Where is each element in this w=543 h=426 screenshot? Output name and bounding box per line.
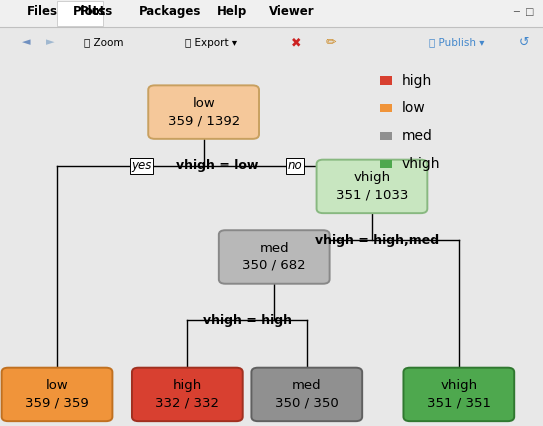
FancyBboxPatch shape — [380, 160, 392, 168]
FancyBboxPatch shape — [219, 230, 330, 284]
Text: vhigh
351 / 1033: vhigh 351 / 1033 — [336, 171, 408, 201]
Text: high: high — [402, 74, 432, 87]
Text: low
359 / 1392: low 359 / 1392 — [167, 97, 240, 127]
Text: vhigh
351 / 351: vhigh 351 / 351 — [427, 380, 491, 409]
FancyBboxPatch shape — [380, 132, 392, 140]
Text: Help: Help — [217, 6, 248, 18]
Text: 🔄 Publish ▾: 🔄 Publish ▾ — [429, 37, 484, 48]
Text: med: med — [402, 129, 433, 143]
Bar — [57, 1, 103, 26]
Text: 🔍 Zoom: 🔍 Zoom — [84, 37, 124, 48]
Text: Plots: Plots — [73, 6, 106, 18]
Text: vhigh = high: vhigh = high — [203, 314, 292, 327]
Text: high
332 / 332: high 332 / 332 — [155, 380, 219, 409]
Text: 📊 Export ▾: 📊 Export ▾ — [185, 37, 237, 48]
Text: Packages: Packages — [138, 6, 201, 18]
Text: ↺: ↺ — [519, 36, 529, 49]
Text: ◄: ◄ — [22, 37, 30, 48]
Text: yes: yes — [131, 159, 151, 173]
Text: ►: ► — [46, 37, 55, 48]
FancyBboxPatch shape — [132, 368, 243, 421]
Text: Plots: Plots — [80, 6, 113, 18]
Text: vhigh = high,med: vhigh = high,med — [315, 234, 439, 247]
Text: vhigh: vhigh — [402, 157, 440, 171]
FancyBboxPatch shape — [317, 160, 427, 213]
FancyBboxPatch shape — [2, 368, 112, 421]
Text: med
350 / 682: med 350 / 682 — [242, 242, 306, 272]
FancyBboxPatch shape — [251, 368, 362, 421]
Text: ✏: ✏ — [326, 36, 336, 49]
Text: ✖: ✖ — [291, 36, 301, 49]
Text: ─  □: ─ □ — [513, 7, 534, 17]
Text: low: low — [402, 101, 426, 115]
FancyBboxPatch shape — [403, 368, 514, 421]
Bar — [0, 0, 543, 27]
Text: Viewer: Viewer — [269, 6, 314, 18]
FancyBboxPatch shape — [380, 104, 392, 112]
Text: vhigh = low: vhigh = low — [176, 159, 258, 173]
Text: no: no — [287, 159, 302, 173]
Text: low
359 / 359: low 359 / 359 — [25, 380, 89, 409]
Text: Files: Files — [27, 6, 58, 18]
FancyBboxPatch shape — [148, 85, 259, 139]
Text: med
350 / 350: med 350 / 350 — [275, 380, 339, 409]
FancyBboxPatch shape — [380, 76, 392, 85]
